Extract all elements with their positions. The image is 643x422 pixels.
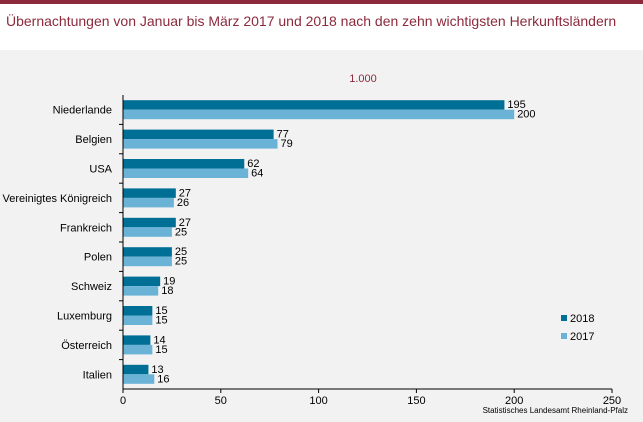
- data-label: 26: [177, 197, 189, 209]
- category-label: Belgien: [75, 134, 112, 146]
- title-accent-bar: [0, 0, 643, 4]
- bar-2018: [123, 306, 153, 316]
- data-label: 16: [157, 373, 169, 385]
- bar-2017: [123, 374, 155, 384]
- x-tick-label: 250: [603, 395, 621, 407]
- bar-2018: [123, 335, 151, 345]
- bar-2018: [123, 276, 161, 287]
- data-label: 18: [161, 285, 173, 297]
- x-tick-label: 50: [215, 395, 227, 407]
- x-tick-label: 200: [505, 395, 523, 407]
- legend-swatch: [561, 333, 567, 339]
- category-label: USA: [89, 164, 112, 176]
- data-label: 64: [251, 168, 263, 180]
- bar-2017: [123, 168, 249, 178]
- data-label: 25: [175, 256, 187, 268]
- bar-2018: [123, 129, 274, 140]
- category-label: Luxemburg: [57, 311, 112, 323]
- axes: 0 50 100 150 200 250: [119, 95, 621, 407]
- bar-2018: [123, 100, 505, 110]
- data-label: 27: [179, 217, 191, 229]
- data-label: 62: [247, 158, 259, 170]
- source-note: Statistisches Landesamt Rheinland-Pfalz: [483, 406, 628, 415]
- data-label: 200: [517, 109, 535, 121]
- bar-2017: [123, 227, 172, 237]
- x-tick-label: 100: [309, 395, 327, 407]
- bar-2017: [123, 197, 174, 208]
- category-label: Vereinigtes Königreich: [3, 193, 112, 205]
- x-tick-label: 150: [407, 395, 425, 407]
- bar-2017: [123, 256, 172, 267]
- data-label: 15: [155, 344, 167, 356]
- bar-2018: [123, 247, 172, 257]
- data-label: 25: [175, 226, 187, 238]
- unit-label: 1.000: [349, 73, 377, 85]
- data-label: 14: [153, 334, 165, 346]
- category-label: Polen: [84, 252, 112, 264]
- legend-label: 2017: [570, 331, 594, 343]
- category-label: Frankreich: [60, 222, 112, 234]
- bar-2018: [123, 159, 245, 169]
- x-tick-label: 0: [120, 395, 126, 407]
- legend-swatch: [561, 315, 567, 321]
- bar-2017: [123, 139, 278, 149]
- data-label: 195: [507, 99, 525, 111]
- data-label: 15: [155, 305, 167, 317]
- category-label: Österreich: [61, 340, 112, 352]
- legend-label: 2018: [570, 313, 594, 325]
- data-label: 15: [155, 315, 167, 327]
- data-label: 25: [175, 246, 187, 258]
- category-label: Italien: [83, 369, 112, 381]
- bar-2018: [123, 217, 176, 228]
- data-label: 77: [277, 129, 289, 141]
- category-label: Niederlande: [53, 105, 112, 117]
- bar-2018: [123, 364, 149, 375]
- bar-2017: [123, 315, 153, 325]
- data-label: 19: [163, 276, 175, 288]
- data-label: 13: [151, 364, 163, 376]
- bar-2017: [123, 109, 515, 120]
- category-labels: Niederlande Belgien USA Vereinigtes Königre…: [3, 105, 113, 382]
- bar-2017: [123, 286, 159, 296]
- chart-title: Übernachtungen von Januar bis März 2017 …: [6, 13, 617, 29]
- category-label: Schweiz: [71, 281, 112, 293]
- bars: [123, 100, 515, 384]
- bar-2018: [123, 188, 176, 198]
- data-label: 79: [281, 138, 293, 150]
- bar-2017: [123, 344, 153, 355]
- legend: 2018 2017: [561, 313, 594, 343]
- value-labels: 1952007779626427262725252519181515141513…: [151, 99, 535, 385]
- data-label: 27: [179, 187, 191, 199]
